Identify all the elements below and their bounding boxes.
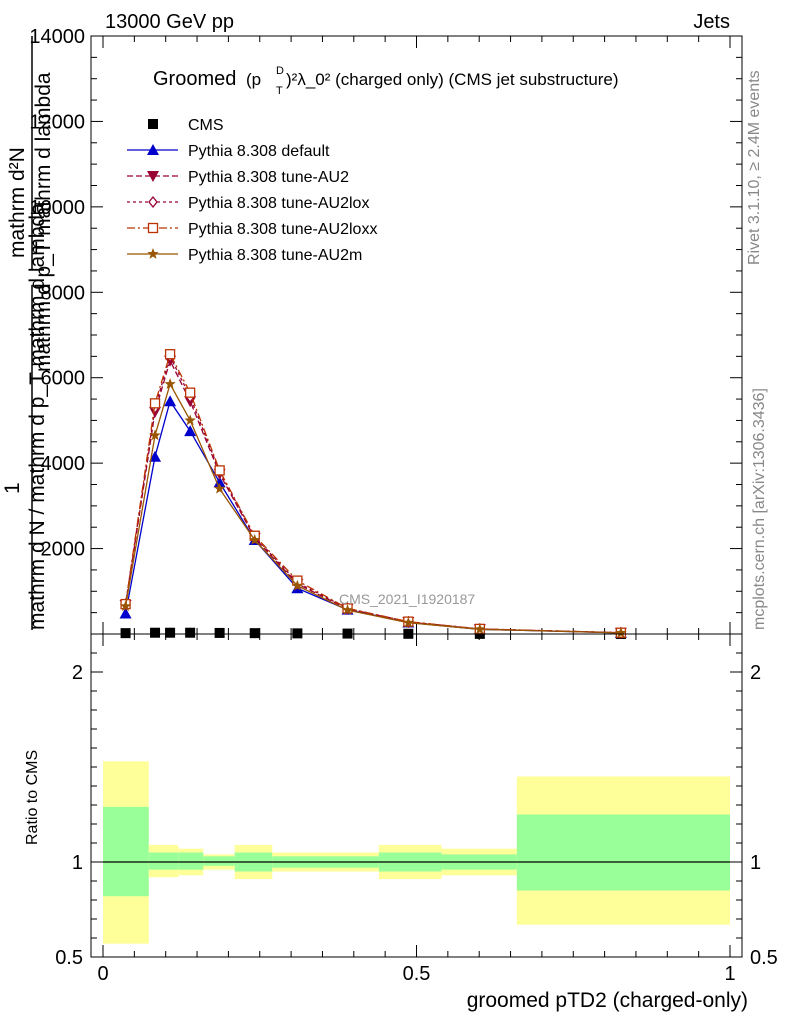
point-default [213,476,226,488]
point-au2m [184,414,196,426]
ratio-plot: 0.5 0.5 1 1 2 2 0 0.5 1 [55,633,778,985]
ratio-band-green [178,852,204,870]
y-tick-label: 6000 [41,368,86,390]
series-au2m [119,378,627,638]
point-cms [165,627,176,638]
point-au2m [474,623,486,635]
point-default [119,607,132,619]
legend-label-default: Pythia 8.308 default [188,143,330,160]
legend-label-cms: CMS [188,117,224,134]
ratio-band-green [103,806,149,897]
legend-marker-cms [148,119,158,129]
point-cms [292,628,303,639]
rivet-label: Rivet 3.1.10, ≥ 2.4M events [746,70,763,265]
point-au2m [119,600,132,612]
point-au2loxx [214,465,225,476]
ratio-y-tick-label-right: 0.5 [750,947,778,969]
x-tick-label: 1 [724,963,735,985]
ylabel-line2: mathrm d p_T mathrm d lambda [32,72,55,372]
point-default [149,450,162,462]
y-tick-label: 12000 [29,111,85,133]
point-cms [214,627,225,638]
legend-label-au2: Pythia 8.308 tune-AU2 [188,169,349,186]
ratio-band-green [148,852,179,870]
y-tick-label: 8000 [41,282,86,304]
point-au2m [615,626,627,638]
point-au2loxx [164,349,176,360]
ratio-band-green [516,814,730,891]
title-rest: )²λ_0² (charged only) (CMS jet substruct… [286,70,619,89]
ratio-y-tick-label: 1 [72,852,83,874]
y-tick-label: 14000 [29,26,85,48]
plot-title: Groomed (p D T )²λ_0² (charged only) (CM… [153,65,619,97]
y-tick-label: 10000 [29,197,85,219]
ylabel-line1: mathrm d²N [6,147,29,258]
y-tick-label: 2000 [41,539,86,561]
ratio-y-tick-label: 0.5 [55,947,83,969]
x-tick-label: 0 [97,963,108,985]
point-au2m [213,482,226,494]
main-ylabel: mathrm d²N mathrm d p_T mathrm d lambda … [1,36,55,630]
point-default [164,395,177,407]
point-cms [249,628,260,639]
legend-marker-au2lox [148,195,158,209]
point-au2loxx [149,398,161,409]
title-formula: (p [246,70,261,89]
legend-marker-au2m [147,248,159,259]
main-plot: 2000 4000 6000 8000 10000 12000 14000 [29,26,743,639]
legend-marker-au2 [147,171,159,182]
ylabel-line4: mathrm d N / mathrm d p_T mathrm d lambd… [26,203,49,630]
point-au2m [164,378,176,389]
point-au2m [402,616,415,628]
legend-label-au2m: Pythia 8.308 tune-AU2m [188,247,362,264]
x-tick-label: 0.5 [403,963,431,985]
title-sup: D [276,65,284,77]
legend: CMS Pythia 8.308 default Pythia 8.308 tune… [127,117,377,264]
point-au2m [249,534,261,545]
point-au2m [291,579,304,591]
analysis-label: CMS_2021_I1920187 [339,591,475,607]
legend-label-au2lox: Pythia 8.308 tune-AU2lox [188,195,369,212]
ratio-y-tick-label: 2 [72,662,83,684]
svg-text:Groomed (p: Groomed (p [153,68,261,90]
ratio-y-tick-label-right: 2 [750,662,761,684]
legend-label-au2loxx: Pythia 8.308 tune-AU2loxx [188,221,377,238]
header-right: Jets [693,11,730,33]
title-sub: T [276,85,283,97]
ratio-band-green [203,856,235,866]
y-tick-label: 4000 [41,453,86,475]
header-left: 13000 GeV pp [105,11,234,33]
title-prefix: Groomed [153,68,236,90]
ratio-y-tick-label-right: 1 [750,852,761,874]
point-cms [120,628,131,639]
series-cms [120,627,626,639]
point-au2m [341,604,354,615]
point-cms [150,627,161,638]
x-axis-label: groomed pTD2 (charged-only) [467,989,748,1012]
point-default [184,425,197,437]
ylabel-line3: 1 [1,482,24,494]
legend-marker-au2loxx [147,222,159,234]
point-au2loxx [185,387,196,398]
point-au2m [149,429,161,441]
point-cms [185,627,196,638]
legend-marker-default [147,144,159,155]
mcplots-label: mcplots.cern.ch [arXiv:1306.3436] [751,388,768,630]
ratio-ylabel: Ratio to CMS [24,750,41,845]
